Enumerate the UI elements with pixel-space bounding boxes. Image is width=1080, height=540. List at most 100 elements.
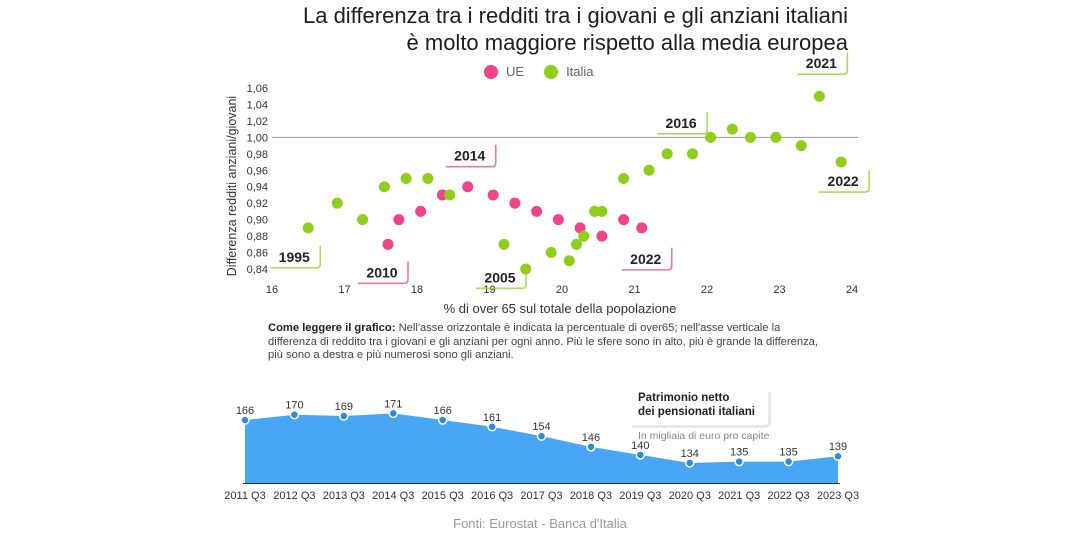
italia-point (422, 173, 434, 184)
y-tick-label: 0,92 (247, 198, 268, 210)
area-category-label: 2015 Q3 (422, 490, 464, 502)
x-tick-label: 23 (773, 284, 785, 296)
italia-point (400, 173, 412, 184)
area-point (586, 442, 596, 452)
ue-marker-icon (484, 64, 498, 79)
legend-item-italia: Italia (544, 64, 594, 79)
area-value-label: 170 (285, 400, 303, 412)
italia-point (618, 173, 630, 184)
area-category-label: 2012 Q3 (273, 490, 315, 502)
ue-point (487, 189, 499, 201)
ue-point (382, 238, 394, 250)
y-tick-label: 0,88 (247, 231, 268, 243)
ue-point (574, 222, 586, 234)
y-tick-label: 1,06 (247, 83, 268, 95)
year-label-bracket (358, 261, 409, 285)
how-to-read-note: Come leggere il grafico: Nell'asse orizz… (268, 322, 828, 363)
year-annotation: 2010 (366, 264, 397, 280)
wealth-chart-title: Patrimonio netto dei pensionati italiani (638, 391, 755, 419)
ue-point (462, 181, 474, 193)
wealth-title-line-1: Patrimonio netto (638, 392, 730, 404)
area-point (783, 456, 794, 467)
year-label-bracket (797, 52, 849, 76)
area-point (734, 456, 744, 467)
wealth-title-line-2: dei pensionati italiani (638, 406, 755, 418)
area-value-label: 135 (730, 447, 748, 459)
area-category-label: 2018 Q3 (570, 490, 612, 502)
area-point (289, 409, 300, 420)
area-point (685, 458, 695, 468)
area-point (833, 451, 843, 461)
y-tick-label: 1,00 (247, 132, 268, 144)
italia-point (705, 131, 717, 143)
area-point (388, 408, 398, 419)
area-point (487, 422, 497, 432)
wealth-title-frame (632, 392, 771, 428)
area-category-label: 2021 Q3 (718, 490, 760, 502)
area-value-label: 140 (631, 440, 649, 452)
ue-point (618, 214, 630, 226)
area-value-label: 135 (779, 447, 797, 459)
year-annotation: 2022 (630, 251, 661, 267)
italia-point (795, 140, 807, 152)
area-value-label: 166 (236, 405, 254, 417)
year-annotation: 2022 (828, 173, 859, 189)
x-tick-label: 19 (483, 284, 495, 296)
italia-point (563, 255, 575, 267)
area-point (635, 450, 646, 460)
how-to-read-text: Nell'asse orizzontale è indicata la perc… (268, 322, 818, 361)
y-tick-label: 0,98 (247, 149, 268, 161)
area-value-label: 171 (384, 398, 402, 410)
italia-point (331, 197, 343, 209)
area-category-label: 2017 Q3 (520, 490, 562, 502)
x-axis-label: % di over 65 sul totale della popolazion… (443, 301, 677, 316)
area-category-label: 2023 Q3 (817, 490, 859, 502)
italia-marker-icon (544, 64, 559, 79)
area-category-label: 2013 Q3 (323, 490, 365, 502)
legend-label-italia: Italia (566, 64, 594, 79)
x-tick-label: 20 (556, 284, 568, 296)
italia-point (813, 90, 825, 102)
y-tick-label: 0,86 (247, 248, 268, 260)
italia-point (770, 131, 782, 143)
y-tick-label: 0,84 (247, 264, 268, 276)
y-tick-label: 1,02 (247, 116, 268, 128)
x-tick-label: 24 (846, 284, 858, 296)
italia-point (444, 189, 456, 201)
area-value-label: 139 (829, 441, 847, 453)
y-tick-label: 0,96 (247, 165, 268, 177)
year-annotation: 1995 (279, 249, 310, 265)
y-tick-label: 0,90 (247, 215, 268, 227)
ue-point (393, 214, 405, 226)
area-category-label: 2020 Q3 (669, 490, 711, 502)
ue-point (531, 205, 543, 217)
x-tick-label: 22 (701, 284, 713, 296)
italia-point (835, 156, 847, 168)
area-point (437, 415, 448, 425)
italia-point (545, 247, 557, 259)
area-category-label: 2014 Q3 (372, 490, 414, 502)
year-label-bracket (819, 170, 870, 193)
scatter-chart: 0,84 0,86 0,88 0,90 0,92 0,94 0,96 0,98 1,00 1,02… (247, 52, 870, 296)
x-tick-label: 18 (411, 284, 423, 296)
ue-point (636, 222, 648, 234)
italia-point (745, 131, 756, 143)
legend-item-ue: UE (484, 64, 524, 79)
italia-point (643, 164, 655, 176)
italia-point (726, 123, 738, 135)
area-point (536, 431, 547, 441)
italia-point (661, 148, 673, 160)
italia-point (302, 222, 314, 234)
area-value-label: 169 (335, 401, 353, 413)
year-label-bracket (445, 144, 497, 168)
source-note: Fonti: Eurostat - Banca d'Italia (453, 516, 627, 531)
area-category-label: 2019 Q3 (619, 490, 661, 502)
area-value-label: 166 (433, 405, 451, 417)
x-tick-label: 17 (338, 284, 350, 296)
area-category-label: 2011 Q3 (224, 490, 265, 502)
x-tick-label: 21 (628, 284, 640, 296)
area-value-label: 161 (483, 412, 501, 424)
italia-point (578, 230, 590, 242)
area-category-label: 2016 Q3 (471, 490, 513, 502)
italia-point (571, 238, 582, 250)
